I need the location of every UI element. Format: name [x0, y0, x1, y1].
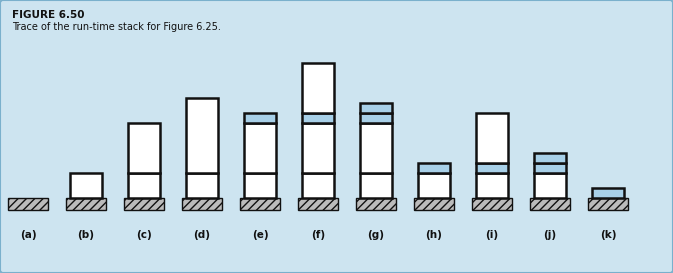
Bar — [186, 173, 218, 198]
Bar — [534, 173, 566, 198]
Text: Trace of the run-time stack for Figure 6.25.: Trace of the run-time stack for Figure 6… — [12, 22, 221, 32]
Bar — [360, 173, 392, 198]
Bar — [70, 173, 102, 198]
Bar — [476, 163, 508, 173]
Bar — [530, 198, 570, 210]
Bar — [588, 198, 628, 210]
Bar — [418, 173, 450, 198]
Bar — [128, 173, 160, 198]
Bar — [124, 198, 164, 210]
Bar — [298, 198, 338, 210]
Text: (g): (g) — [367, 230, 384, 240]
Bar — [360, 123, 392, 173]
Text: (e): (e) — [252, 230, 269, 240]
Text: FIGURE 6.50: FIGURE 6.50 — [12, 10, 85, 20]
Bar — [476, 113, 508, 163]
Bar — [356, 198, 396, 210]
Bar — [128, 123, 160, 173]
Text: (d): (d) — [194, 230, 211, 240]
Bar — [244, 173, 276, 198]
Text: (f): (f) — [311, 230, 325, 240]
Text: (h): (h) — [425, 230, 442, 240]
Text: (a): (a) — [20, 230, 36, 240]
Text: (k): (k) — [600, 230, 616, 240]
Bar — [186, 98, 218, 173]
Bar — [472, 198, 512, 210]
Bar — [414, 198, 454, 210]
Bar — [534, 163, 566, 173]
Bar — [8, 198, 48, 210]
Bar — [360, 103, 392, 113]
Bar — [66, 198, 106, 210]
Bar — [244, 123, 276, 173]
Bar — [302, 173, 334, 198]
Bar — [302, 123, 334, 173]
Bar — [302, 63, 334, 113]
Text: (b): (b) — [77, 230, 94, 240]
Bar — [534, 153, 566, 163]
Bar — [240, 198, 280, 210]
Text: (c): (c) — [136, 230, 152, 240]
Bar — [418, 163, 450, 173]
Text: (j): (j) — [543, 230, 557, 240]
Text: (i): (i) — [485, 230, 499, 240]
Bar — [302, 113, 334, 123]
Bar — [182, 198, 222, 210]
Bar — [244, 113, 276, 123]
Bar — [360, 113, 392, 123]
Bar — [476, 173, 508, 198]
Bar — [592, 188, 624, 198]
